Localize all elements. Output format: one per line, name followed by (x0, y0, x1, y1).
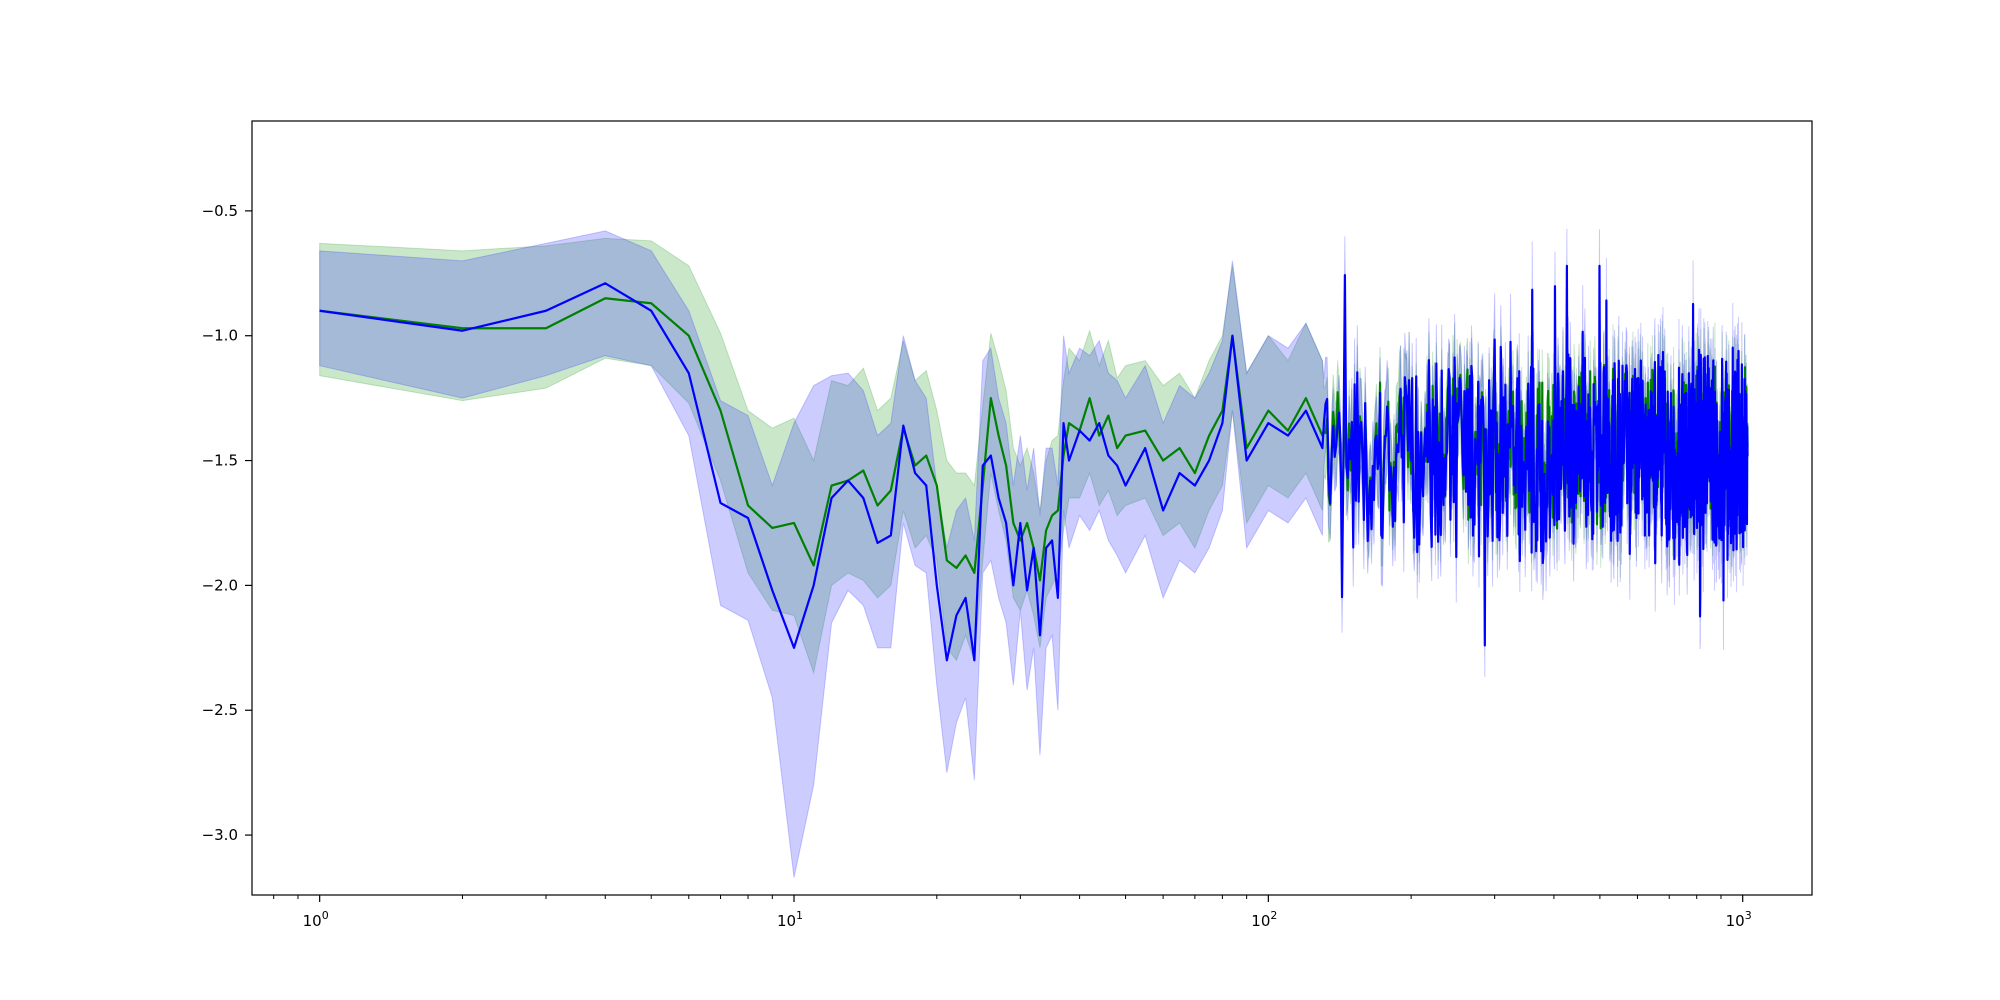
y-tick-label: −3.0 (202, 826, 238, 844)
y-tick-label: −1.0 (202, 327, 238, 345)
y-axis: −0.5 −1.0 −1.5 −2.0 −2.5 −3.0 (202, 202, 252, 844)
x-tick-label: 100 (303, 909, 329, 930)
x-axis: 100 101 102 103 (273, 895, 1752, 930)
y-tick-label: −2.5 (202, 701, 238, 719)
x-tick-label: 102 (1251, 909, 1277, 930)
y-tick-label: −2.0 (202, 576, 238, 594)
y-tick-label: −0.5 (202, 202, 238, 220)
plot-area (319, 228, 1749, 878)
series-2-line (319, 264, 1749, 662)
x-tick-label: 101 (777, 909, 803, 930)
plot-frame (251, 120, 1813, 896)
y-tick-label: −1.5 (202, 452, 238, 470)
x-tick-label: 103 (1726, 909, 1752, 930)
